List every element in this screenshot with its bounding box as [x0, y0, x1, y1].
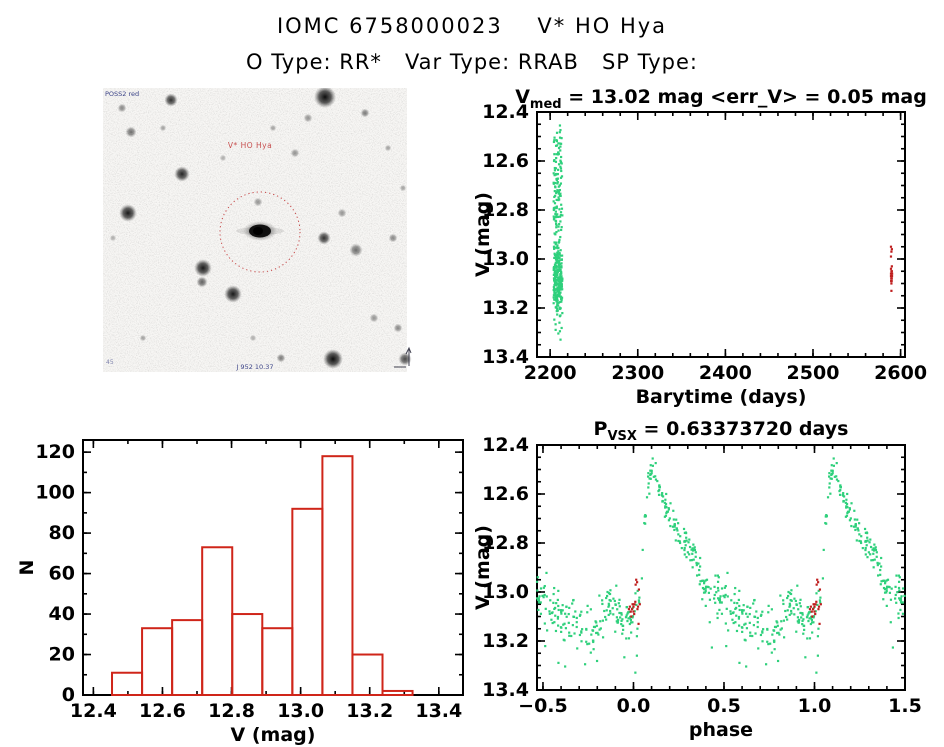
- svg-text:100: 100: [35, 482, 75, 504]
- svg-text:0: 0: [62, 684, 75, 706]
- svg-text:2300: 2300: [611, 362, 664, 384]
- svg-text:2600: 2600: [874, 362, 927, 384]
- page-subtitle: O Type: RR* Var Type: RRAB SP Type:: [246, 50, 698, 74]
- svg-text:0.5: 0.5: [707, 695, 741, 717]
- svg-text:V (mag): V (mag): [231, 724, 316, 746]
- lightcurve-ylabel: V (mag): [472, 192, 494, 277]
- svg-text:13.4: 13.4: [415, 700, 462, 722]
- svg-text:20: 20: [49, 644, 75, 666]
- lightcurve-plot: 2200 2300 2400 2500 2600 12.4 12.6 12.8 13.0 13.2…: [470, 85, 944, 410]
- phase-title: PVSX = 0.63373720 days: [594, 418, 849, 444]
- svg-text:120: 120: [35, 441, 75, 463]
- phase-folded-plot: −0.5 0.0 0.5 1.0 1.5 12.4 12.6 12.8 13.0 13.2 13.4…: [470, 405, 944, 747]
- histogram-ylabel: N: [16, 560, 38, 576]
- histogram-svg: 12.4 12.6 12.8 13.0 13.2 13.4 0 20 40 60 80 100 120 V…: [16, 439, 464, 746]
- svg-text:1.0: 1.0: [798, 695, 832, 717]
- page-title: IOMC 6758000023 V* HO Hya: [276, 14, 668, 38]
- finder-sky-image: V* HO Hya POSS2 red J 952 10.37 45: [103, 86, 412, 372]
- svg-text:0.0: 0.0: [617, 695, 651, 717]
- svg-text:2400: 2400: [699, 362, 752, 384]
- svg-text:40: 40: [49, 603, 75, 625]
- svg-text:12.6: 12.6: [482, 150, 529, 172]
- svg-text:12.6: 12.6: [482, 483, 529, 505]
- phase-svg: −0.5 0.0 0.5 1.0 1.5 12.4 12.6 12.8 13.0 13.2 13.4…: [472, 418, 922, 741]
- svg-text:2200: 2200: [524, 362, 577, 384]
- svg-text:13.0: 13.0: [277, 700, 324, 722]
- lightcurve-title: Vmed = 13.02 mag <err_V> = 0.05 mag: [515, 86, 927, 112]
- svg-text:13.2: 13.2: [482, 297, 529, 319]
- magnitude-histogram: 12.4 12.6 12.8 13.0 13.2 13.4 0 20 40 60 80 100 120 V…: [15, 425, 480, 747]
- svg-text:−0.5: −0.5: [518, 695, 568, 717]
- svg-text:13.0: 13.0: [482, 581, 529, 603]
- svg-text:80: 80: [49, 522, 75, 544]
- finder-survey-label: POSS2 red: [105, 90, 139, 98]
- svg-text:2500: 2500: [787, 362, 840, 384]
- svg-text:12.8: 12.8: [208, 700, 255, 722]
- svg-text:Barytime (days): Barytime (days): [636, 386, 807, 408]
- svg-text:13.2: 13.2: [346, 700, 393, 722]
- finder-chart: V* HO Hya POSS2 red J 952 10.37 45: [103, 86, 417, 374]
- svg-text:13.2: 13.2: [482, 630, 529, 652]
- svg-text:12.4: 12.4: [70, 700, 117, 722]
- finder-coord-label: J 952 10.37: [235, 363, 273, 371]
- finder-target-label: V* HO Hya: [228, 141, 272, 150]
- svg-text:phase: phase: [689, 719, 753, 741]
- finder-scale-label: 45: [106, 359, 114, 366]
- svg-text:13.4: 13.4: [482, 346, 529, 368]
- svg-text:13.0: 13.0: [482, 248, 529, 270]
- svg-text:12.4: 12.4: [482, 434, 529, 456]
- svg-text:12.8: 12.8: [482, 532, 529, 554]
- svg-text:12.8: 12.8: [482, 199, 529, 221]
- lightcurve-svg: 2200 2300 2400 2500 2600 12.4 12.6 12.8 13.0 13.2…: [472, 86, 927, 408]
- phase-ylabel: V (mag): [472, 525, 494, 610]
- svg-text:12.4: 12.4: [482, 101, 529, 123]
- svg-text:1.5: 1.5: [888, 695, 922, 717]
- svg-text:60: 60: [49, 563, 75, 585]
- compass-icon: [394, 346, 412, 368]
- svg-text:13.4: 13.4: [482, 679, 529, 701]
- svg-text:12.6: 12.6: [139, 700, 186, 722]
